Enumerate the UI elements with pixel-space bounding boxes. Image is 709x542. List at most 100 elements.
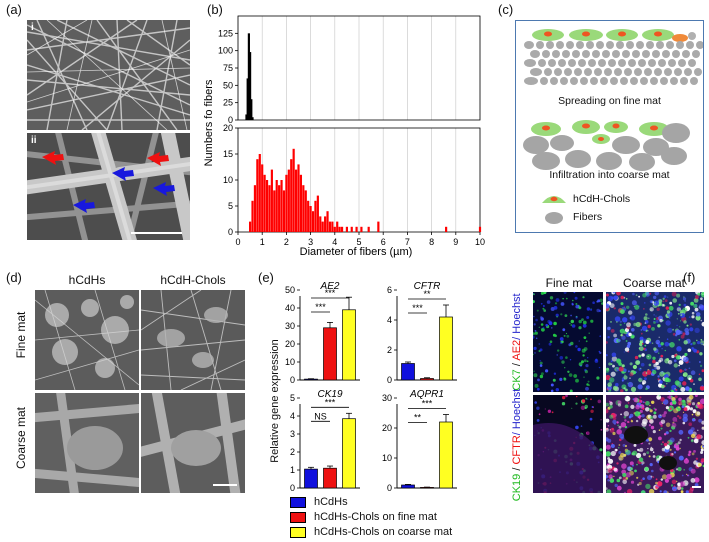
gene-expression-charts: AE201020304050******CFTR0246*****CK19012… [285,281,457,493]
fluorescence-speckle [606,303,610,309]
y-tick-label: 6 [387,285,392,295]
fluorescence-speckle [580,425,583,427]
fluorescence-speckle [654,408,657,411]
histogram-bar [345,226,348,232]
fluorescence-speckle [623,306,626,308]
fluorescence-speckle [642,349,644,351]
fluorescence-speckle [621,335,626,340]
sem-fine-mat-image: i [27,20,190,130]
fluorescence-speckle [624,491,626,493]
fluorescence-speckle [569,359,572,361]
fluorescence-speckle [642,452,646,456]
fluorescence-speckle [587,357,589,359]
histogram-bar [326,211,329,232]
fluorescence-speckle [696,411,701,415]
fluorescence-speckle [635,419,639,423]
fluorescence-speckle [608,400,611,403]
fluorescence-speckle [560,302,565,306]
fluorescence-speckle [632,464,634,467]
fluorescence-speckle [645,401,650,406]
fluorescence-speckle [682,411,685,413]
fluorescence-speckle [688,395,694,400]
x-tick-label: 10 [475,237,485,247]
fluorescence-speckle [599,335,601,337]
fluorescence-speckle [600,419,602,421]
fluorescence-speckle [676,324,678,327]
fluorescence-speckle [642,293,647,298]
fluorescence-speckle [575,378,579,383]
y-tick-label: 10 [285,357,295,367]
fluorescence-speckle [588,332,590,334]
histogram-bar [275,180,278,232]
gene-chart-CFTR: CFTR 0 2 4 6 ***** [387,281,457,385]
fiber [672,50,680,58]
fluorescence-speckle [609,404,613,409]
fluorescence-speckle [601,302,603,305]
fluorescence-speckle [620,309,625,314]
fluorescence-speckle [678,385,682,388]
fluorescence-speckle [534,330,537,332]
fluorescence-speckle [644,377,647,381]
fluorescence-speckle [654,292,660,296]
cell-nucleus [582,31,590,37]
dark-region [624,426,648,444]
fluorescence-speckle [684,352,688,357]
histogram-bar [245,114,248,120]
fluorescence-speckle [616,462,619,465]
legend-swatch [290,496,306,508]
fluorescence-speckle [639,396,642,399]
histogram-bar [377,221,380,232]
fluorescence-speckle [618,362,622,366]
fiber [572,50,580,58]
fluorescence-speckle [698,361,701,363]
fluorescence-speckle [560,313,563,316]
histogram-bar [270,169,273,232]
fluorescence-speckle [691,452,695,456]
fluorescence-speckle [639,418,641,420]
fluorescence-speckle [633,322,637,327]
histogram-bar [445,226,448,232]
fluorescence-speckle [542,327,545,329]
fluorescence-speckle [683,458,689,464]
fluorescence-speckle [611,356,618,362]
fluorescence-speckle [664,299,668,302]
y-tick-label: 0 [290,375,295,385]
fluorescence-speckle [651,342,654,344]
y-tick-label: 40 [285,303,295,313]
cell-nucleus [544,31,552,37]
fluorescence-speckle [578,340,580,342]
fluorescence-speckle [551,327,553,329]
fluorescence-speckle [654,367,657,370]
fluorescence-speckle [667,396,669,398]
fluorescence-speckle [626,305,630,309]
fluorescence-speckle [674,380,680,386]
fluorescence-speckle [635,404,640,410]
fluorescence-speckle [622,317,628,323]
histogram-bar [331,221,334,232]
y-tick-label: 25 [223,98,233,108]
fluorescence-speckle [652,414,657,419]
fluorescence-speckle [675,446,680,451]
fluorescence-speckle [660,397,665,402]
fluorescence-speckle [611,352,617,358]
fluorescence-speckle [685,490,689,493]
fluorescence-speckle [592,301,595,304]
fluorescence-speckle [533,315,535,318]
fluorescence-speckle [555,298,560,302]
fluorescence-speckle [607,295,614,302]
y-tick-label: 0 [290,483,295,493]
fluorescence-speckle [655,339,661,345]
fluorescence-speckle [679,481,685,487]
fluorescence-speckle [625,449,631,455]
fluorescence-speckle [617,403,622,407]
fluorescence-speckle [617,446,620,449]
fiber [562,50,570,58]
fluorescence-speckle [606,354,608,357]
fluorescence-speckle [533,293,535,296]
fluorescence-speckle [656,365,661,370]
fluorescence-speckle [675,388,678,391]
fluorescence-speckle [534,401,537,404]
fluorescence-speckle [613,467,618,472]
fluorescence-speckle [639,336,644,341]
fiber [643,138,669,156]
